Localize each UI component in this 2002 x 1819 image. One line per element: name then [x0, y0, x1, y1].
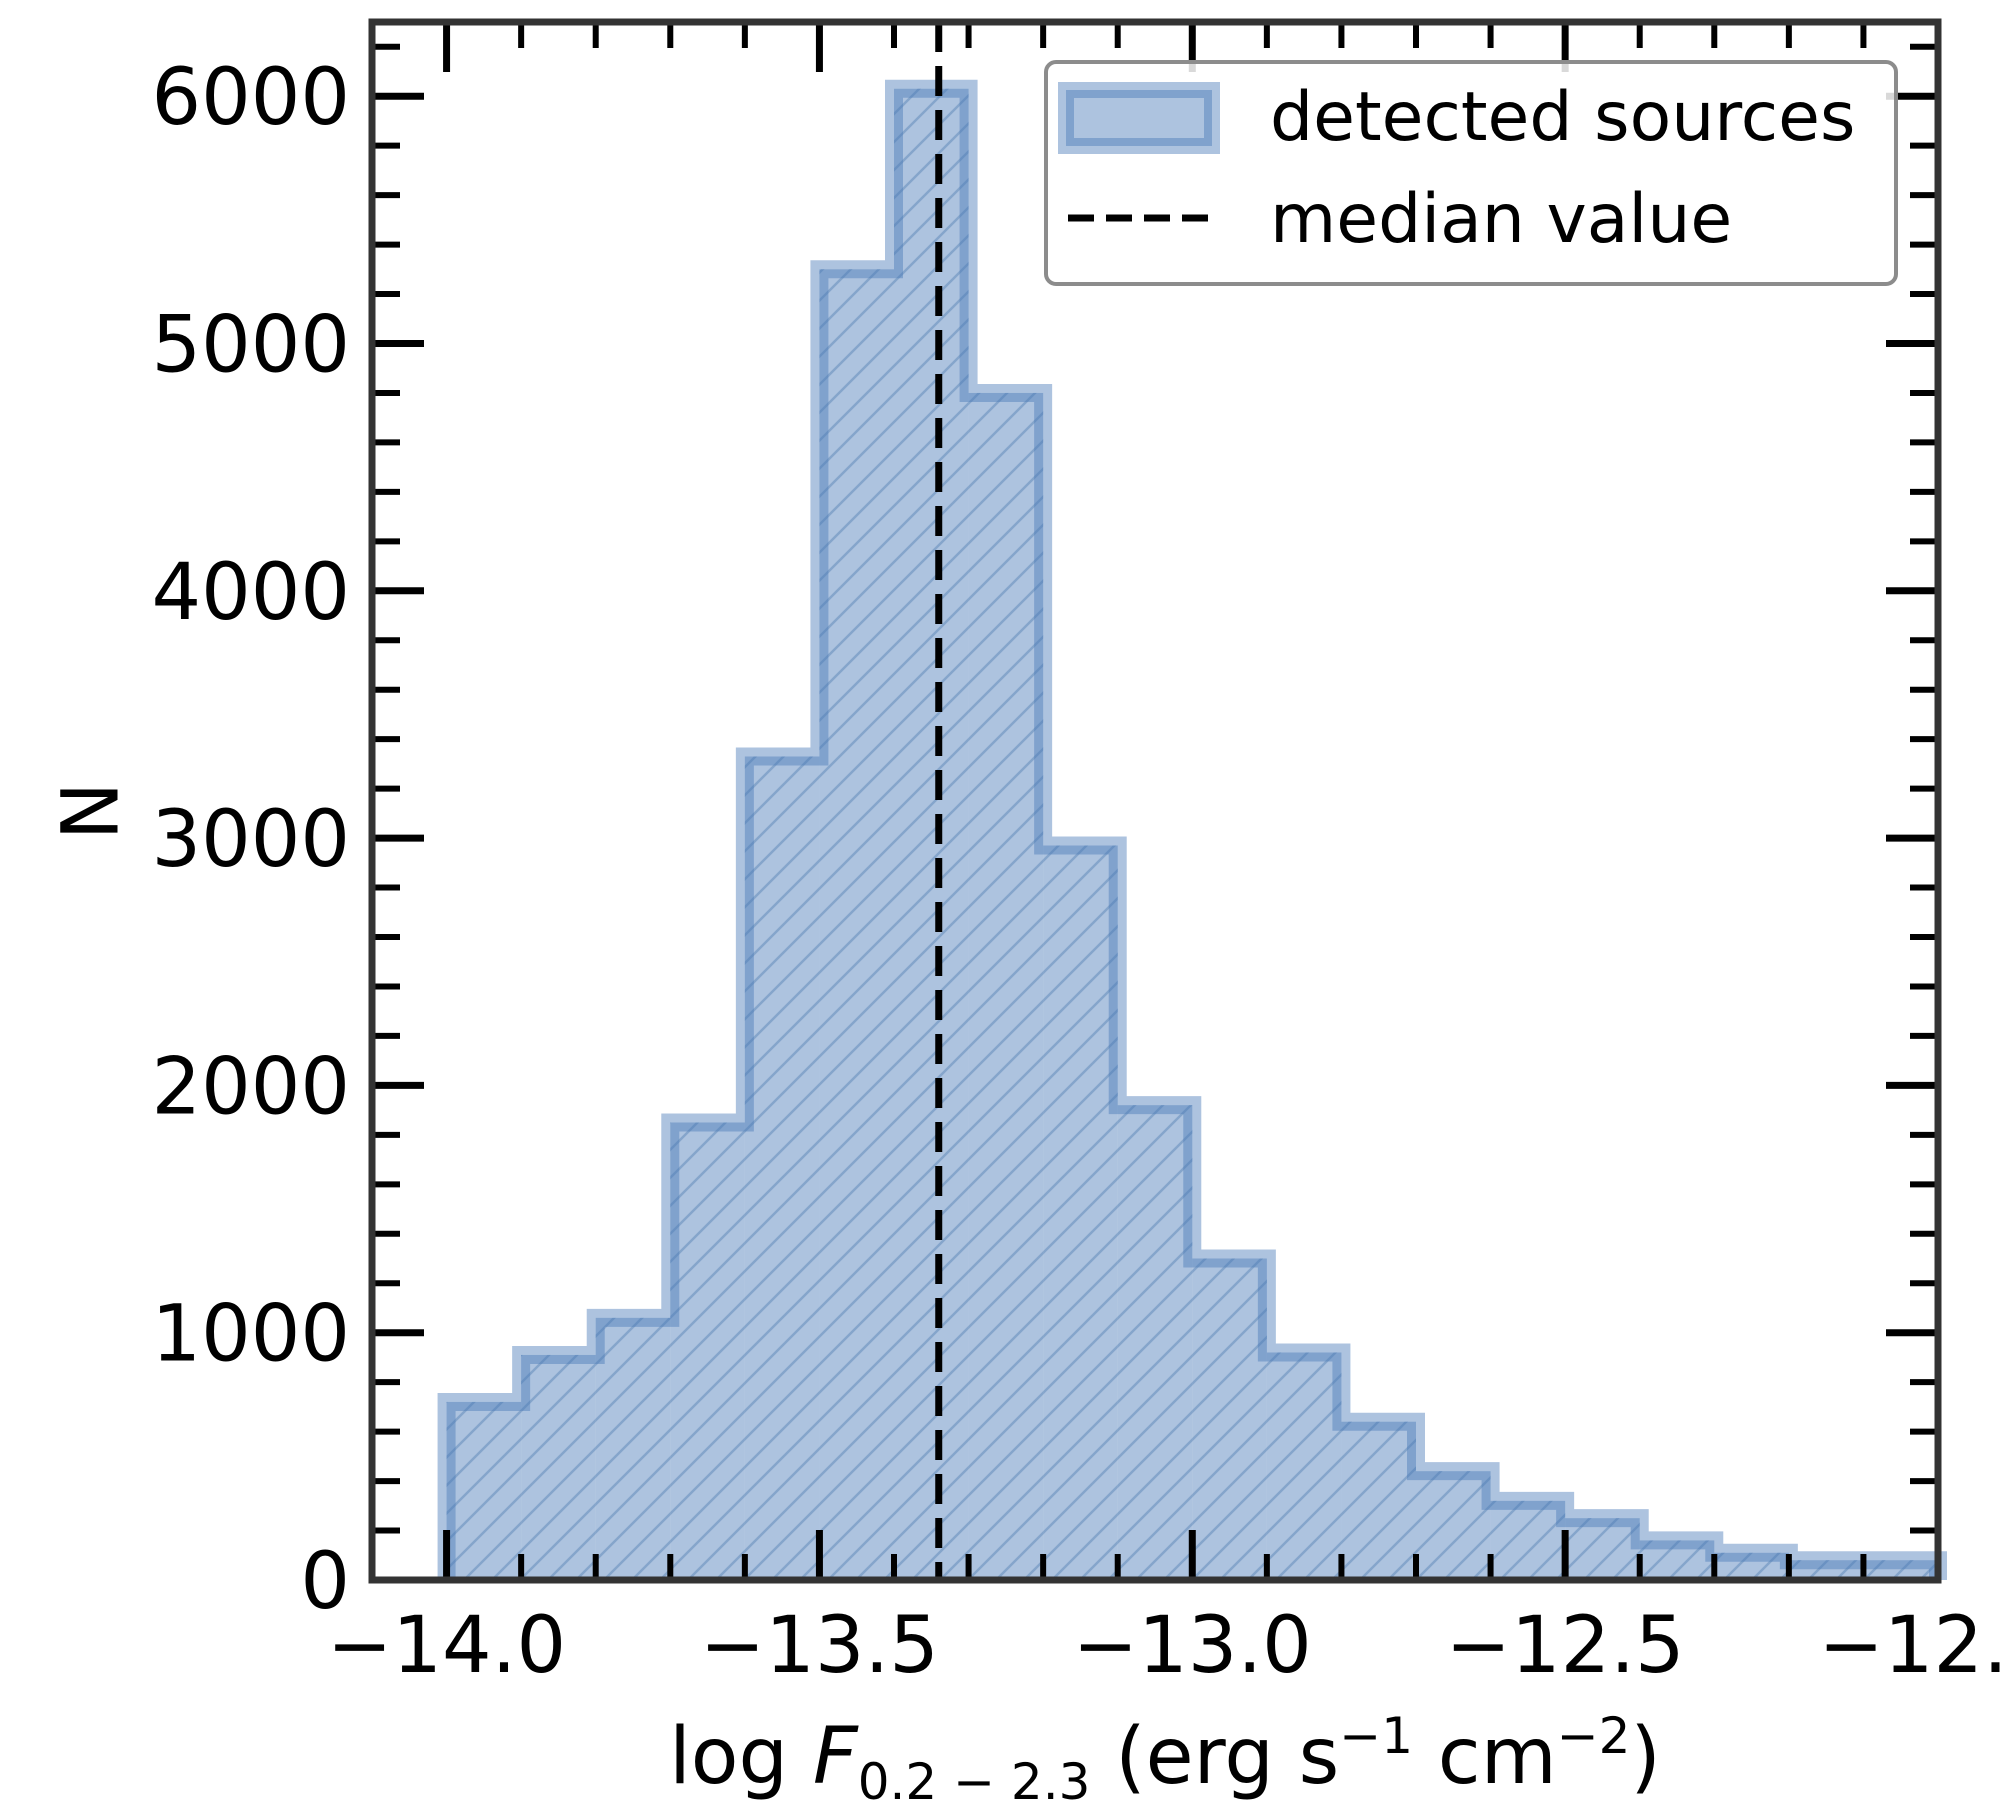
y-tick-label: 0 [300, 1537, 350, 1627]
plot-frame [368, 18, 1942, 1584]
y-tick-label: 6000 [151, 53, 350, 143]
y-tick-label: 1000 [151, 1290, 350, 1380]
x-axis-label-variable: F [813, 1712, 859, 1802]
y-tick-label: 4000 [151, 548, 350, 638]
y-tick-label: 3000 [151, 795, 350, 885]
axis-ticks [369, 22, 1942, 1584]
histogram-bar-hatch-6 [894, 88, 969, 1580]
histogram-bar-hatch-5 [819, 269, 894, 1581]
histogram-bar-hatch-2 [595, 1317, 671, 1580]
y-tick-label: 5000 [151, 300, 350, 390]
histogram-bar-hatch-4 [744, 756, 820, 1580]
x-axis-label-prefix: log [669, 1712, 813, 1802]
histogram-outline [437, 79, 1947, 1580]
histogram-bar-hatch-7 [968, 392, 1044, 1580]
histogram-bar-hatch-13 [1416, 1471, 1491, 1580]
x-axis-label-unit-3: ) [1630, 1712, 1660, 1802]
histogram-bar-hatch-1 [521, 1354, 596, 1580]
histogram-bar-hatch-15 [1565, 1518, 1640, 1580]
x-axis-label-superscript-1: −1 [1339, 1707, 1413, 1765]
histogram-bar-hatch-14 [1490, 1500, 1566, 1580]
x-tick-label: −13.0 [1073, 1601, 1312, 1691]
histogram-bar-hatch-16 [1639, 1540, 1715, 1580]
x-axis-label-unit-1: (erg s [1090, 1712, 1339, 1802]
x-tick-label: −13.5 [700, 1601, 939, 1691]
histogram-bar-hatch-3 [670, 1122, 745, 1580]
histogram-bar-hatch-9 [1117, 1105, 1193, 1580]
y-tick-label: 2000 [151, 1042, 350, 1132]
y-axis-label: N [46, 782, 136, 840]
x-axis-label: log F0.2 − 2.3 (erg s−1 cm−2) [669, 1707, 1661, 1811]
legend-label-median-value: median value [1270, 180, 1732, 259]
legend-box [1044, 60, 1898, 286]
histogram-bar-hatch-10 [1192, 1258, 1267, 1580]
legend-label-detected-sources: detected sources [1270, 78, 1855, 157]
histogram-bars [437, 79, 1947, 1581]
legend: detected sources median value [1044, 60, 1898, 286]
legend-swatch-detected-sources [1058, 82, 1220, 154]
histogram-bar-hatch-11 [1266, 1352, 1342, 1580]
x-axis-label-superscript-2: −2 [1557, 1707, 1631, 1765]
x-axis-label-unit-2: cm [1413, 1712, 1557, 1802]
histogram-bar-hatch-12 [1341, 1421, 1416, 1580]
histogram-bar-hatch-0 [446, 1401, 522, 1580]
x-axis-label-subscript: 0.2 − 2.3 [858, 1753, 1091, 1811]
histogram-bar-hatch-17 [1714, 1552, 1789, 1580]
histogram-bar-hatch-19 [1863, 1560, 1938, 1580]
y-tick-labels: 0 1000 2000 3000 4000 5000 6000 [151, 53, 350, 1627]
x-tick-label: −12.5 [1446, 1601, 1685, 1691]
x-tick-labels: −14.0 −13.5 −13.0 −12.5 −12.0 [327, 1601, 2002, 1691]
x-tick-label: −14.0 [327, 1601, 566, 1691]
histogram-bar-hatch-8 [1043, 845, 1118, 1580]
histogram-bar-hatch-18 [1788, 1560, 1864, 1580]
x-tick-label: −12.0 [1818, 1601, 2002, 1691]
